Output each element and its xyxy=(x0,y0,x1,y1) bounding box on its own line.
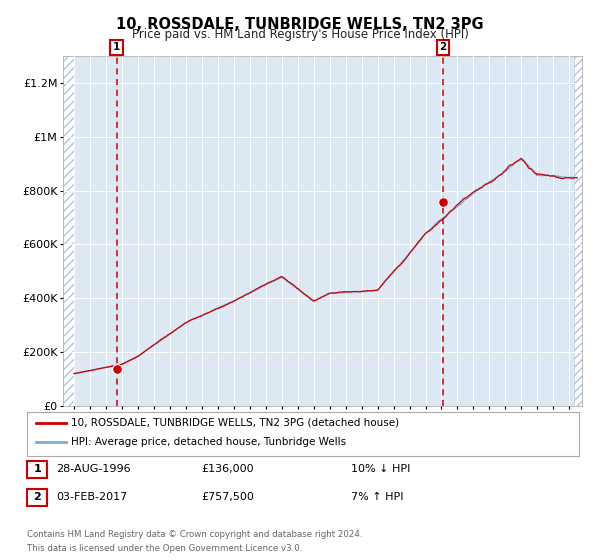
Text: HPI: Average price, detached house, Tunbridge Wells: HPI: Average price, detached house, Tunb… xyxy=(71,437,346,447)
Text: £136,000: £136,000 xyxy=(201,464,254,474)
Text: 7% ↑ HPI: 7% ↑ HPI xyxy=(351,492,404,502)
Text: 10, ROSSDALE, TUNBRIDGE WELLS, TN2 3PG (detached house): 10, ROSSDALE, TUNBRIDGE WELLS, TN2 3PG (… xyxy=(71,418,399,428)
Text: 10% ↓ HPI: 10% ↓ HPI xyxy=(351,464,410,474)
Text: Price paid vs. HM Land Registry's House Price Index (HPI): Price paid vs. HM Land Registry's House … xyxy=(131,28,469,41)
Text: 28-AUG-1996: 28-AUG-1996 xyxy=(56,464,130,474)
Text: 2: 2 xyxy=(34,492,41,502)
Text: 2: 2 xyxy=(439,43,446,53)
Text: 1: 1 xyxy=(34,464,41,474)
Text: Contains HM Land Registry data © Crown copyright and database right 2024.: Contains HM Land Registry data © Crown c… xyxy=(27,530,362,539)
Text: £757,500: £757,500 xyxy=(201,492,254,502)
Text: 03-FEB-2017: 03-FEB-2017 xyxy=(56,492,127,502)
Text: 1: 1 xyxy=(113,43,120,53)
Text: This data is licensed under the Open Government Licence v3.0.: This data is licensed under the Open Gov… xyxy=(27,544,302,553)
Text: 10, ROSSDALE, TUNBRIDGE WELLS, TN2 3PG: 10, ROSSDALE, TUNBRIDGE WELLS, TN2 3PG xyxy=(116,17,484,32)
